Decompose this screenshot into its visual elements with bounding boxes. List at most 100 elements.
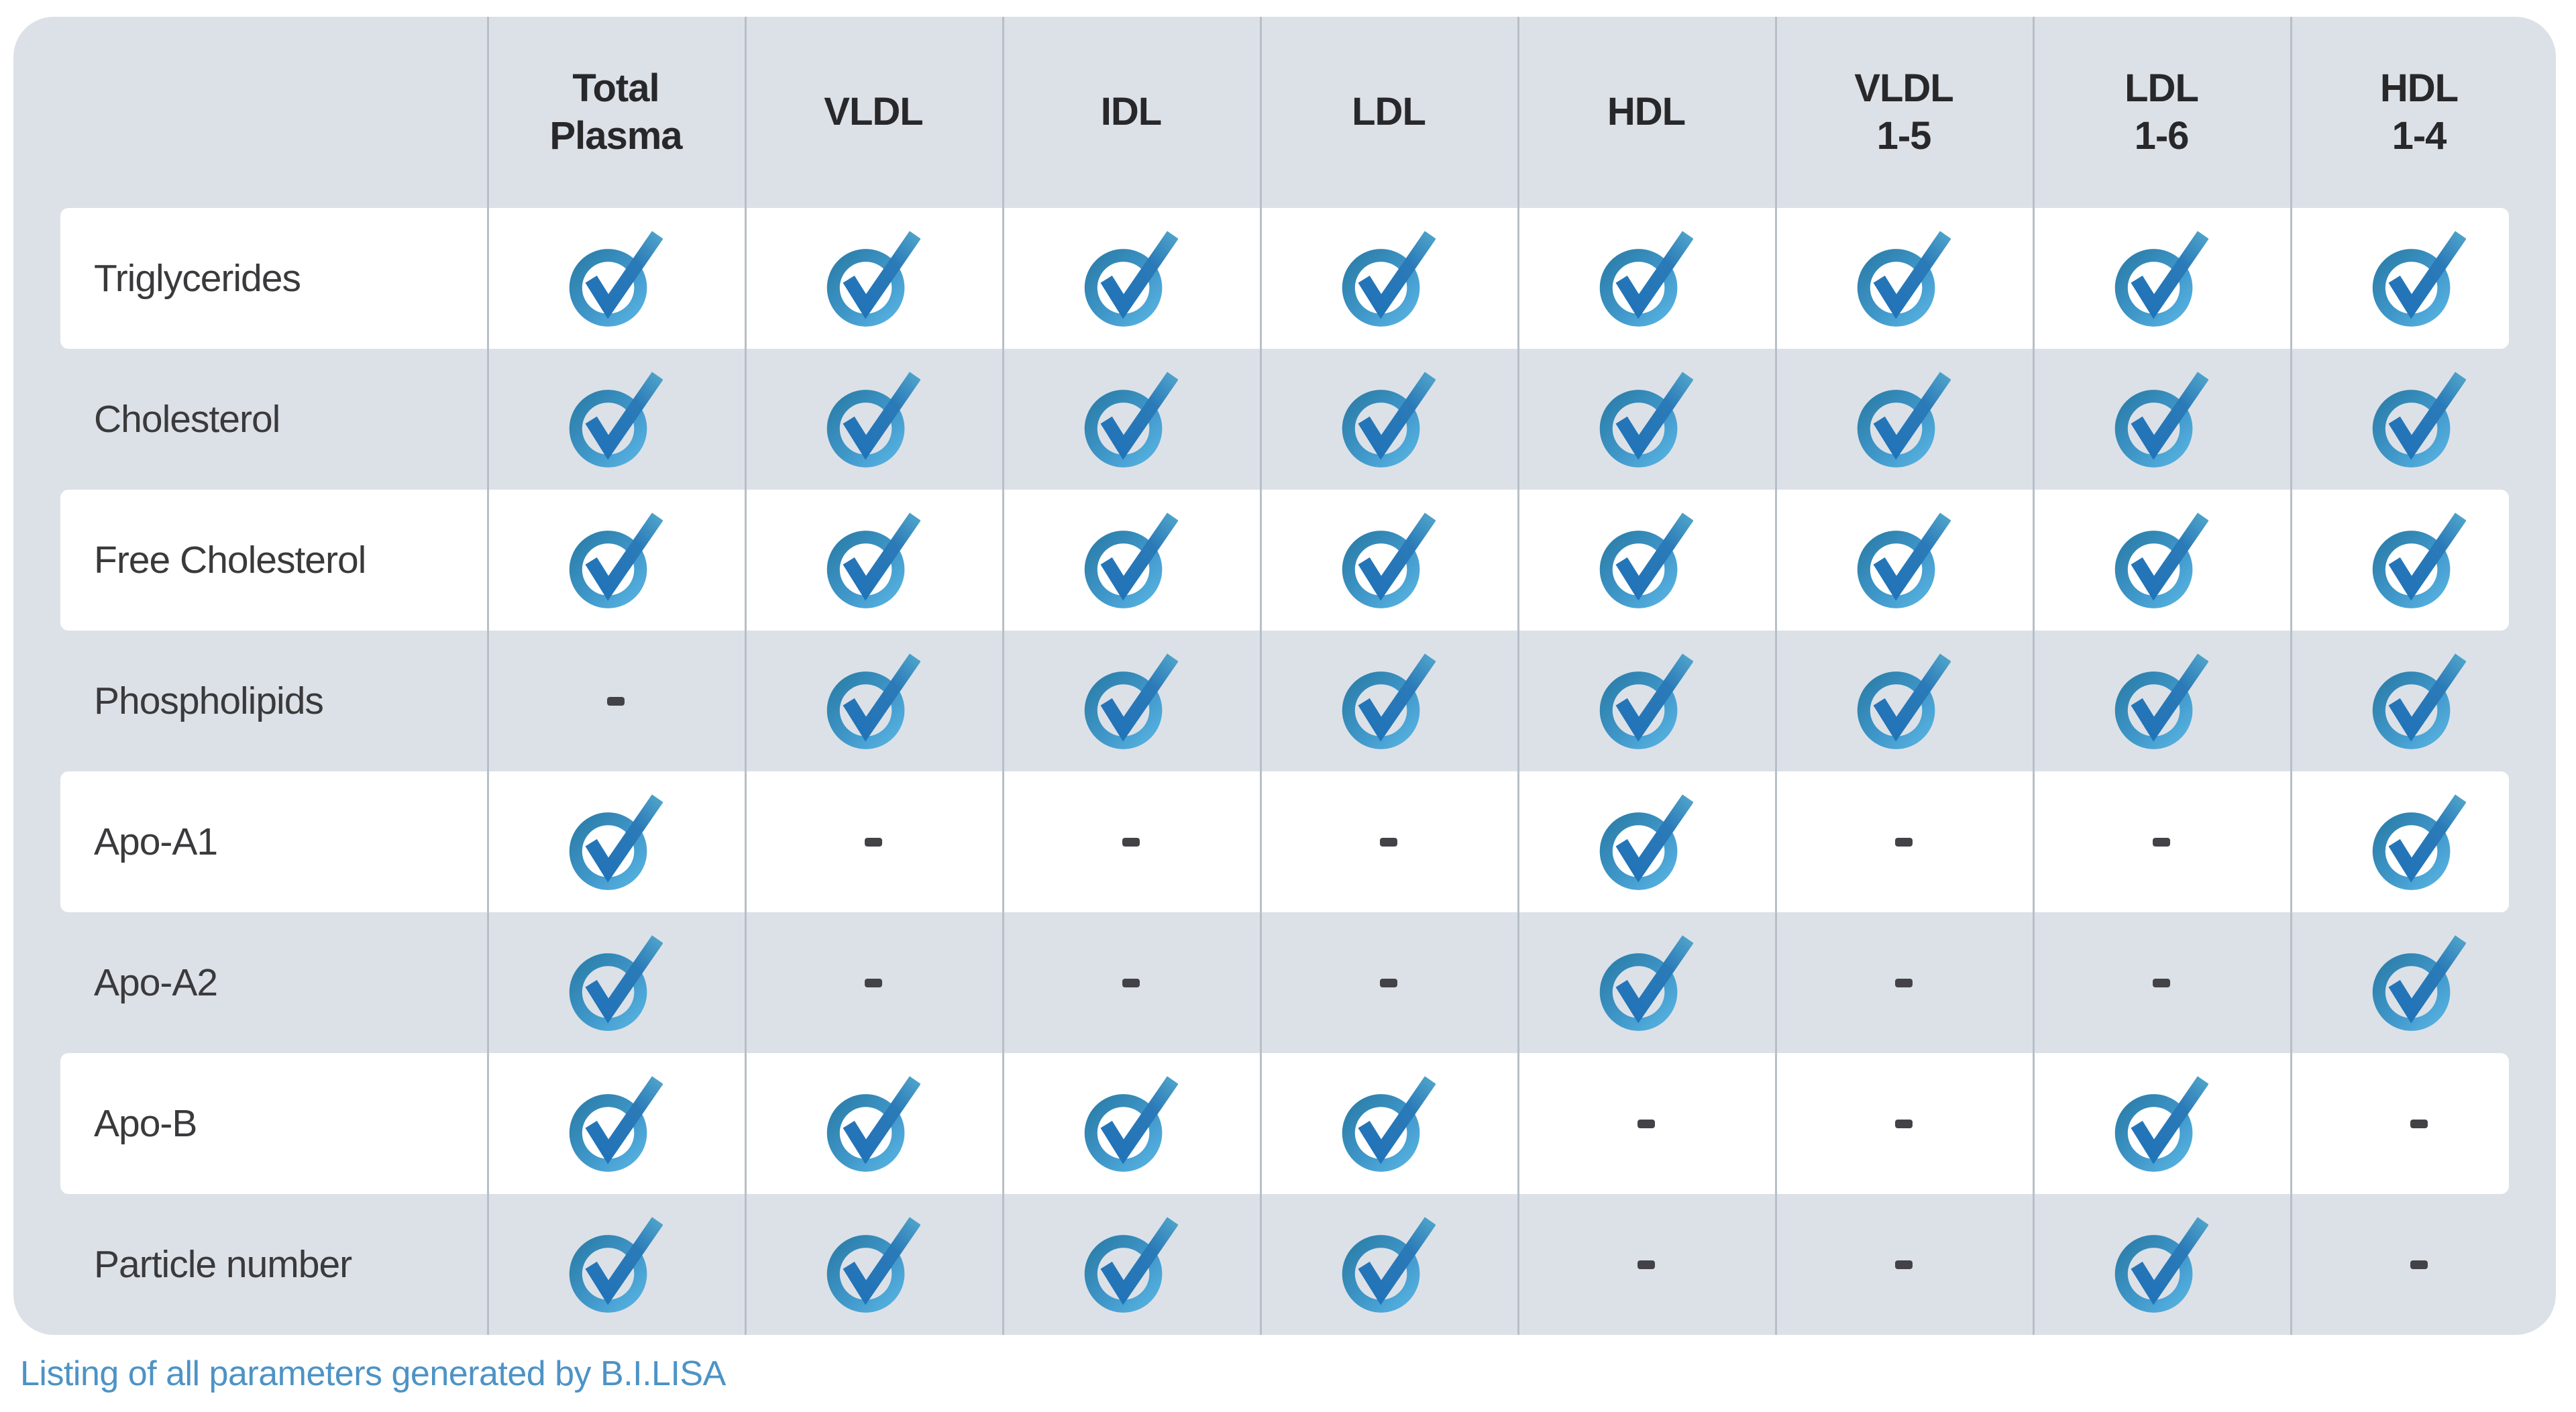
column-divider (1002, 17, 1004, 1335)
table-cell (1775, 771, 2033, 912)
table-cell (1517, 208, 1775, 349)
check-icon (1599, 653, 1693, 749)
dash-mark (865, 837, 882, 847)
table-cell (2290, 208, 2548, 349)
table-cell (1002, 208, 1260, 349)
check-icon (1857, 512, 1951, 608)
table-cell (1002, 490, 1260, 631)
table-cell (1002, 912, 1260, 1053)
dash-mark (1380, 837, 1397, 847)
table-cell (2290, 490, 2548, 631)
table-cell (487, 490, 745, 631)
check-icon (2114, 512, 2208, 608)
table-cell (1002, 349, 1260, 490)
table-cell (1517, 912, 1775, 1053)
dash-mark (1895, 1119, 1913, 1128)
dash-mark (1638, 1119, 1655, 1128)
dash-mark (1895, 837, 1913, 847)
row-stripe-background (60, 771, 2509, 912)
check-icon (2114, 372, 2208, 468)
column-divider (1260, 17, 1262, 1335)
dash-mark (1380, 978, 1397, 987)
table-cell (1775, 490, 2033, 631)
row-label: Apo-B (94, 1102, 197, 1145)
table-cell (1517, 490, 1775, 631)
row-label: Free Cholesterol (94, 539, 366, 582)
dash-mark (2153, 837, 2170, 847)
check-icon (1342, 1076, 1436, 1172)
check-icon (1084, 512, 1178, 608)
check-icon (826, 653, 920, 749)
table-cell (1775, 208, 2033, 349)
table-row: Phospholipids (13, 631, 2556, 771)
column-divider (1517, 17, 1519, 1335)
check-icon (1342, 231, 1436, 327)
table-cell (2033, 208, 2290, 349)
table-row: Triglycerides (13, 208, 2556, 349)
check-icon (1084, 1217, 1178, 1313)
check-icon (1084, 653, 1178, 749)
table-cell (2290, 631, 2548, 771)
table-cell (487, 349, 745, 490)
table-cell (2033, 631, 2290, 771)
check-icon (1342, 1217, 1436, 1313)
table-cell (1775, 349, 2033, 490)
check-icon (1599, 512, 1693, 608)
table-cell (2033, 771, 2290, 912)
row-label: Particle number (94, 1243, 352, 1286)
dash-mark (2410, 1260, 2428, 1269)
header-cell-hdl: HDL (1607, 90, 1686, 134)
caption: Listing of all parameters generated by B… (20, 1354, 726, 1393)
table-cell (1002, 771, 1260, 912)
table-cell (487, 1194, 745, 1335)
check-icon (2372, 794, 2466, 890)
table-cell (2290, 349, 2548, 490)
table-cell (1260, 349, 1517, 490)
column-divider (745, 17, 747, 1335)
table-cell (1260, 1053, 1517, 1194)
table-cell (487, 912, 745, 1053)
table-cell (1260, 912, 1517, 1053)
check-icon (826, 1076, 920, 1172)
table-row: Free Cholesterol (13, 490, 2556, 631)
check-icon (569, 1076, 663, 1172)
check-icon (2114, 1076, 2208, 1172)
check-icon (2114, 653, 2208, 749)
table-cell (1260, 490, 1517, 631)
table-cell (2290, 771, 2548, 912)
check-icon (1857, 653, 1951, 749)
check-icon (2372, 372, 2466, 468)
table-cell (745, 631, 1002, 771)
row-label: Apo-A2 (94, 961, 218, 1004)
check-icon (2114, 1217, 2208, 1313)
column-divider (2290, 17, 2292, 1335)
table-cell (487, 631, 745, 771)
table-cell (1517, 1053, 1775, 1194)
header-cell-idl: IDL (1100, 90, 1162, 134)
check-icon (2372, 935, 2466, 1031)
table-cell (1775, 631, 2033, 771)
check-icon (1084, 1076, 1178, 1172)
table-cell (745, 912, 1002, 1053)
table-cell (745, 490, 1002, 631)
dash-mark (2410, 1119, 2428, 1128)
check-icon (569, 794, 663, 890)
check-icon (1084, 231, 1178, 327)
table-row: Apo-A1 (13, 771, 2556, 912)
check-icon (1599, 231, 1693, 327)
check-icon (2372, 653, 2466, 749)
table-cell (1002, 1194, 1260, 1335)
table-cell (487, 771, 745, 912)
column-divider (2033, 17, 2035, 1335)
check-icon (1857, 372, 1951, 468)
check-icon (569, 1217, 663, 1313)
table-cell (1260, 771, 1517, 912)
check-icon (569, 372, 663, 468)
table-row: Apo-A2 (13, 912, 2556, 1053)
check-icon (569, 512, 663, 608)
table-cell (745, 208, 1002, 349)
dash-mark (1638, 1260, 1655, 1269)
row-label: Cholesterol (94, 398, 280, 441)
table-cell (1517, 771, 1775, 912)
table-cell (745, 1053, 1002, 1194)
